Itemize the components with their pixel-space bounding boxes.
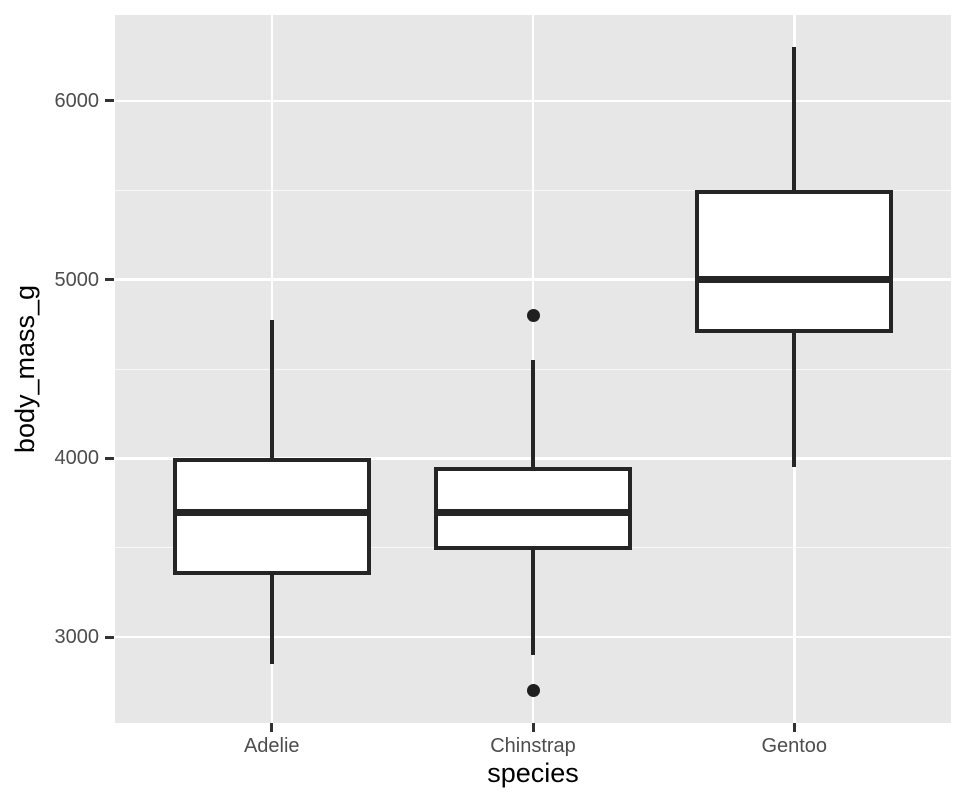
y-tick-label: 4000 [54, 447, 100, 470]
y-tick-label: 6000 [54, 89, 100, 112]
x-tick-label: Adelie [243, 735, 300, 757]
y-tick-label: 3000 [54, 626, 100, 649]
outlier-point [526, 684, 540, 698]
y-tick-label: 5000 [54, 268, 100, 291]
x-axis-tick [792, 723, 796, 732]
outlier-point [526, 308, 540, 322]
x-tick-label: Chinstrap [490, 735, 576, 757]
boxplot-median [172, 508, 371, 516]
y-axis-title: body_mass_g [10, 284, 40, 454]
x-axis-title: species [487, 758, 579, 788]
boxplot-median [434, 508, 632, 516]
boxplot-median [695, 276, 894, 284]
y-axis-tick [105, 635, 114, 639]
y-axis-tick [105, 99, 114, 103]
x-tick-label: Gentoo [761, 735, 828, 757]
boxplot-box [695, 190, 894, 334]
x-axis-tick [531, 723, 535, 732]
plot-panel [115, 15, 951, 723]
y-axis-tick [105, 456, 114, 460]
y-axis-tick [105, 278, 114, 282]
x-axis-tick [270, 723, 274, 732]
boxplot-box [172, 458, 371, 575]
